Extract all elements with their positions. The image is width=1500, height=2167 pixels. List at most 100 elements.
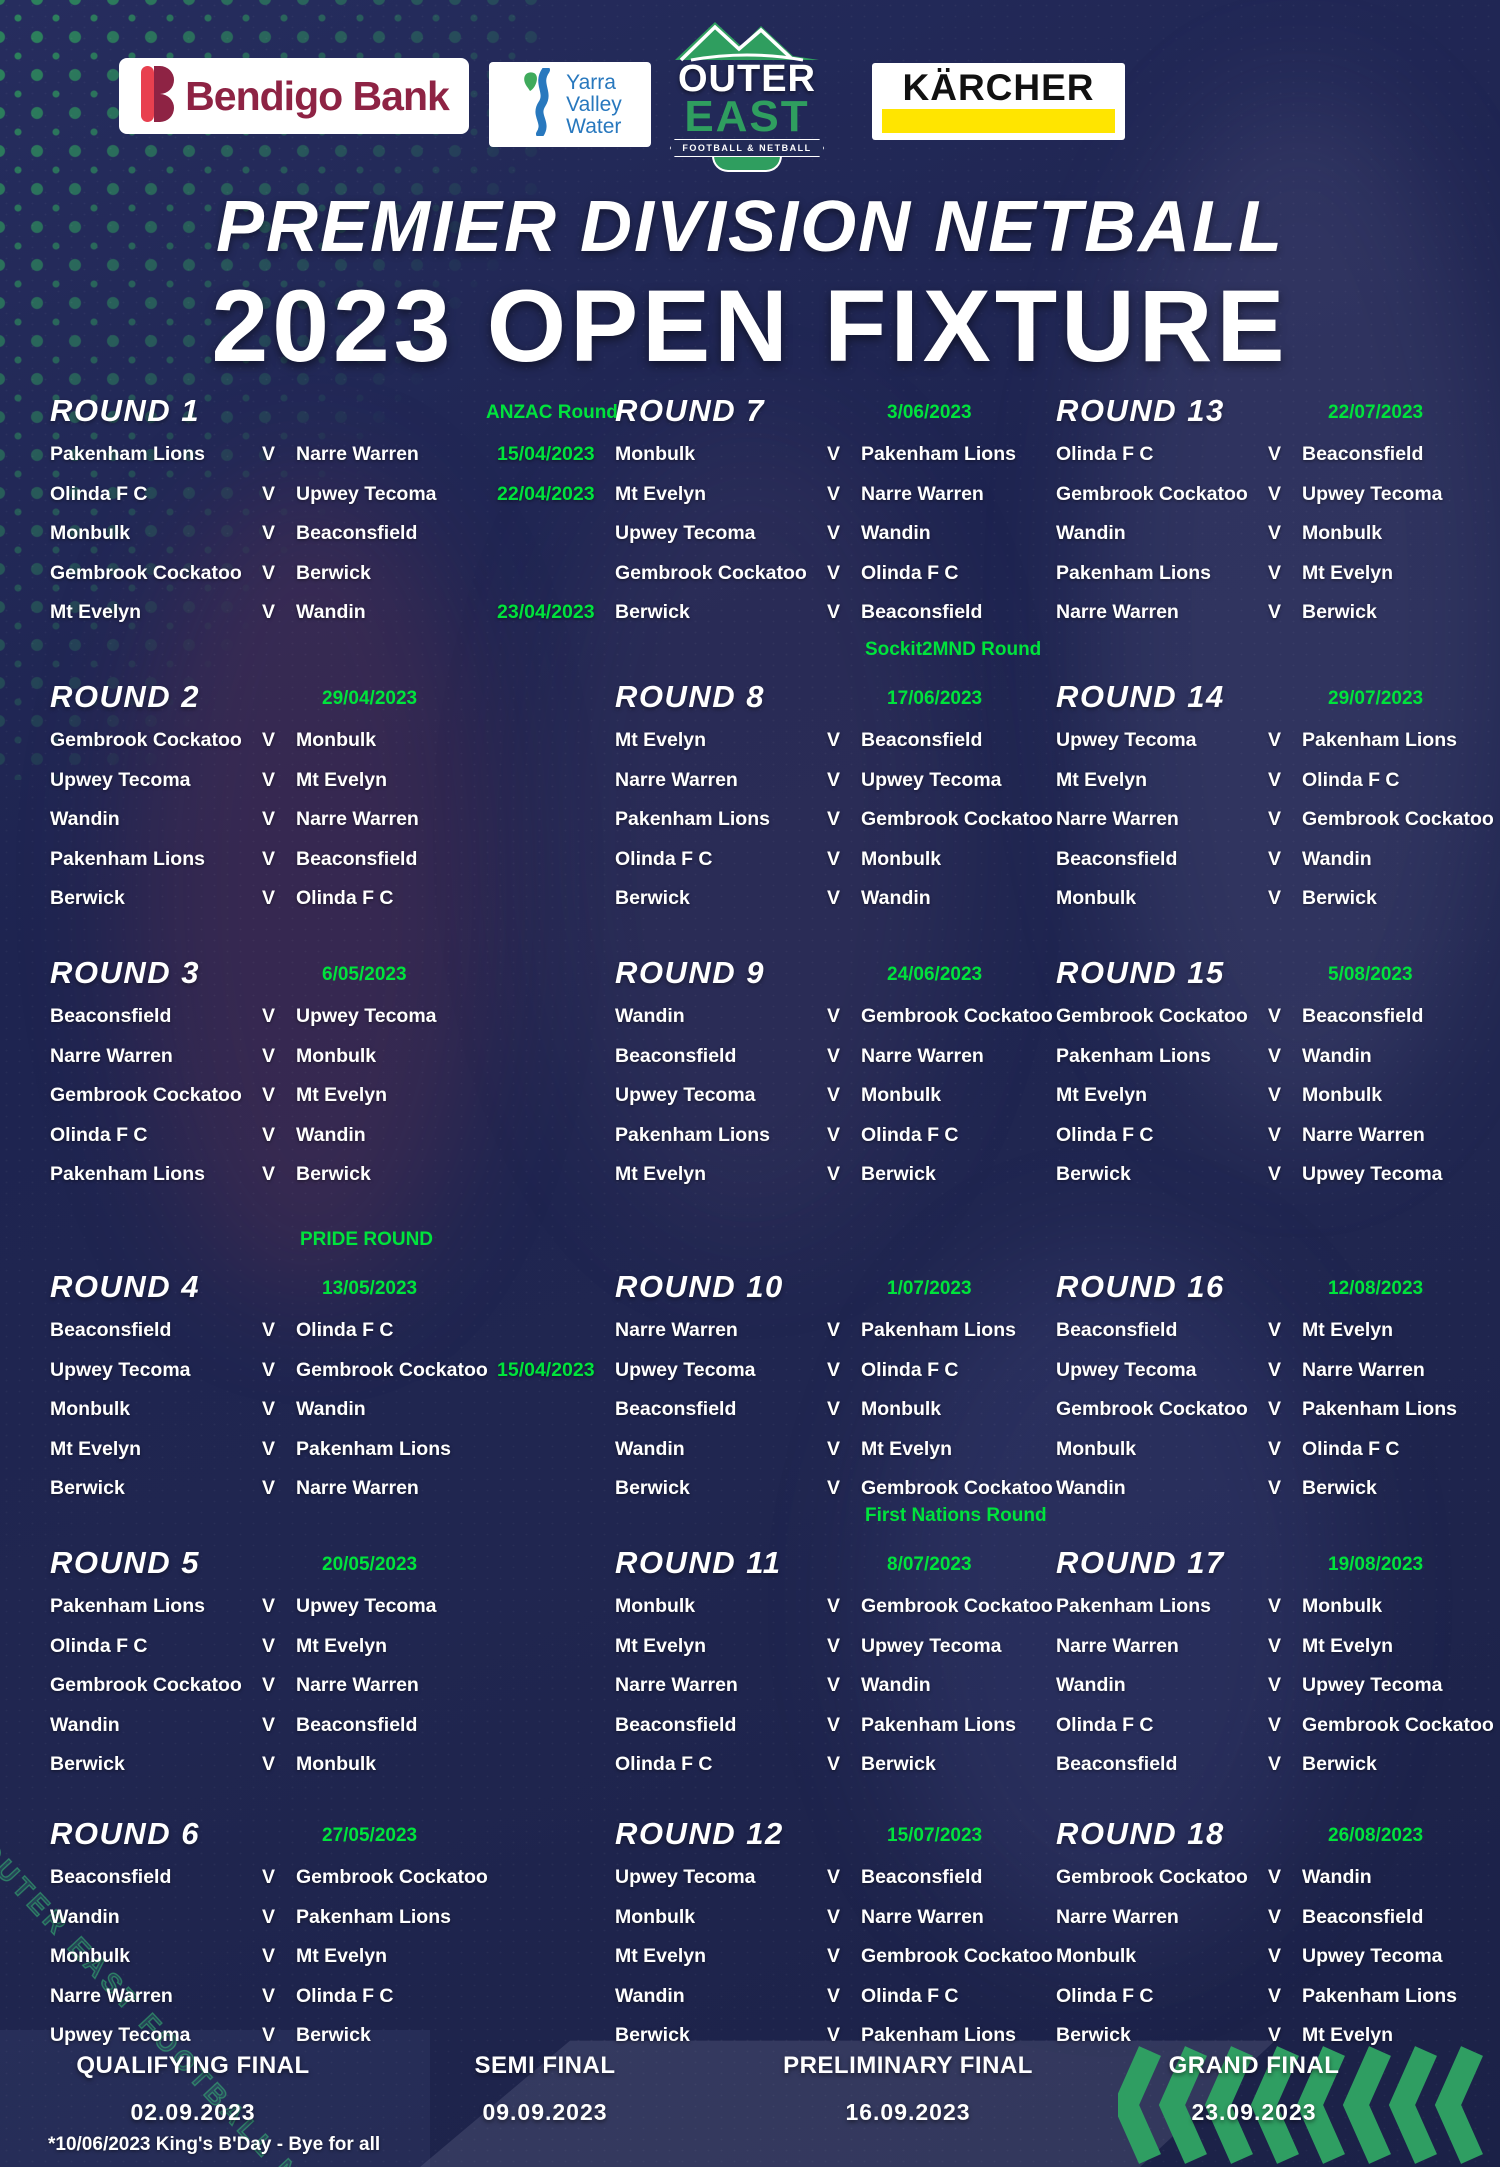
home-team: Berwick [50,887,125,910]
match-row: Monbulk V Berwick [1056,887,1500,927]
away-team: Gembrook Cockatoo [296,1866,488,1888]
home-team: Gembrook Cockatoo [50,1084,242,1107]
home-team: Berwick [615,601,690,624]
match-row: Upwey Tecoma V Berwick [50,2024,595,2064]
match-date: 22/04/2023 [497,482,595,505]
versus-label: V [1268,1358,1282,1381]
versus-label: V [827,1044,841,1067]
versus-label: V [827,1753,841,1776]
match-row: Upwey Tecoma V Monbulk [615,1084,1047,1124]
match-row: Gembrook Cockatoo V Upwey Tecoma [1056,483,1500,523]
match-date: 15/04/2023 [497,443,595,465]
match-row: Upwey Tecoma V Olinda F C [615,1359,1047,1399]
away-team: Beaconsfield [861,729,983,751]
bendigo-bank-logo: Bendigo Bank [119,58,469,134]
match-row: Mt Evelyn V Narre Warren [615,483,1047,523]
final-label: SEMI FINAL [474,2052,616,2079]
home-team: Pakenham Lions [615,1123,770,1146]
match-row: Wandin V Monbulk [1056,522,1500,562]
away-team: Mt Evelyn [1302,561,1394,584]
versus-label: V [1268,1595,1282,1617]
versus-label: V [1268,1319,1282,1341]
home-team: Berwick [50,1477,125,1500]
away-team: Upwey Tecoma [1302,482,1443,505]
home-team: Gembrook Cockatoo [1056,1398,1248,1421]
home-team: Gembrook Cockatoo [1056,1866,1248,1888]
home-team: Narre Warren [50,1044,173,1067]
round-title: ROUND 5 [50,1545,201,1580]
away-team: Beaconsfield [861,601,983,624]
match-list: Gembrook Cockatoo V Wandin Narre Warren V Bea… [1056,1866,1500,2064]
match-list: Pakenham Lions V Narre Warren 15/04/2023 Oli… [50,443,595,641]
match-row: Upwey Tecoma V Beaconsfield [615,1866,1047,1906]
home-team: Narre Warren [1056,1634,1179,1657]
round-header: ROUND 10 1/07/2023 [615,1269,1047,1311]
home-team: Olinda F C [50,482,148,505]
away-team: Upwey Tecoma [1302,1163,1443,1186]
match-row: Beaconsfield V Olinda F C [50,1319,595,1359]
round-date-label: 3/06/2023 [887,402,972,423]
versus-label: V [827,1398,841,1421]
home-team: Mt Evelyn [1056,1084,1148,1107]
bye-footnote: *10/06/2023 King's B'Day - Bye for all [48,2134,381,2155]
match-row: Olinda F C V Wandin [50,1124,595,1164]
away-team: Wandin [1302,1044,1372,1067]
home-team: Narre Warren [1056,601,1179,624]
away-team: Beaconsfield [296,1713,418,1736]
round-header: ROUND 16 12/08/2023 [1056,1269,1500,1311]
match-row: Monbulk V Pakenham Lions [615,443,1047,483]
round-title: ROUND 9 [615,955,766,990]
away-team: Olinda F C [296,887,394,910]
home-team: Upwey Tecoma [50,1358,191,1381]
match-row: Beaconsfield V Berwick [1056,1753,1500,1793]
match-row: Pakenham Lions V Mt Evelyn [1056,562,1500,602]
match-row: Mt Evelyn V Upwey Tecoma [615,1635,1047,1675]
home-team: Upwey Tecoma [50,2024,191,2047]
home-team: Narre Warren [1056,808,1179,831]
versus-label: V [262,1713,276,1736]
versus-label: V [262,1358,276,1381]
final-label: PRELIMINARY FINAL [783,2052,1033,2079]
home-team: Narre Warren [1056,1905,1179,1928]
away-team: Olinda F C [1302,1437,1400,1460]
away-team: Pakenham Lions [861,1713,1016,1736]
away-team: Gembrook Cockatoo [296,1358,488,1381]
versus-label: V [1268,522,1282,545]
home-team: Monbulk [50,1945,131,1968]
away-team: Mt Evelyn [296,1945,388,1968]
round-title: ROUND 4 [50,1269,201,1304]
versus-label: V [827,1595,841,1617]
round-date-label: 27/05/2023 [322,1825,418,1846]
match-row: Gembrook Cockatoo V Beaconsfield [1056,1005,1500,1045]
match-row: Mt Evelyn V Berwick [615,1163,1047,1203]
versus-label: V [1268,443,1282,465]
away-team: Berwick [861,1753,936,1776]
final-label: QUALIFYING FINAL [76,2052,310,2079]
match-row: Monbulk V Narre Warren [615,1906,1047,1946]
versus-label: V [1268,729,1282,751]
home-team: Narre Warren [615,1674,738,1697]
away-team: Gembrook Cockatoo [861,1595,1053,1617]
away-team: Gembrook Cockatoo [861,808,1053,831]
round-title: ROUND 3 [50,955,201,990]
versus-label: V [1268,768,1282,791]
yarra-line2: Valley [566,92,622,116]
versus-label: V [1268,1866,1282,1888]
home-team: Monbulk [615,1905,696,1928]
home-team: Olinda F C [50,1634,148,1657]
round-header: ROUND 18 26/08/2023 [1056,1816,1500,1858]
match-row: Beaconsfield V Mt Evelyn [1056,1319,1500,1359]
away-team: Wandin [861,522,931,545]
away-team: Beaconsfield [296,847,418,870]
versus-label: V [1268,1437,1282,1460]
home-team: Narre Warren [615,768,738,791]
home-team: Berwick [615,2024,690,2047]
away-team: Wandin [296,1398,366,1421]
versus-label: V [1268,1984,1282,2007]
match-list: Monbulk V Gembrook Cockatoo Mt Evelyn V Upwey… [615,1595,1053,1793]
match-row: Narre Warren V Wandin [615,1674,1047,1714]
round-header: ROUND 3 6/05/2023 [50,955,595,997]
match-row: Berwick V Olinda F C [50,887,595,927]
